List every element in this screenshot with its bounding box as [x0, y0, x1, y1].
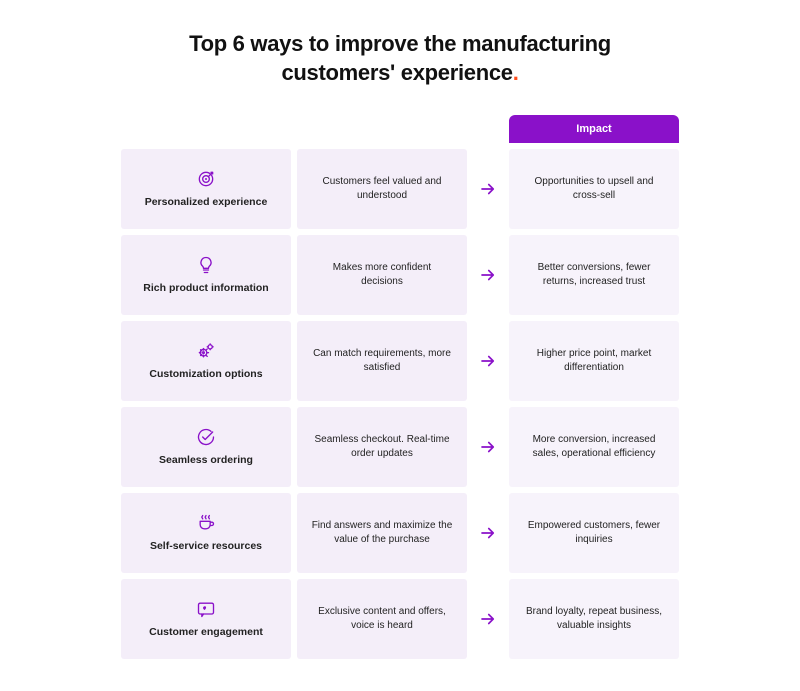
- title-line2: customers' experience: [281, 60, 512, 85]
- arrow-icon: [473, 579, 503, 659]
- arrow-icon: [473, 493, 503, 573]
- way-title-cell: Seamless ordering: [121, 407, 291, 487]
- infographic-container: Top 6 ways to improve the manufacturing …: [0, 0, 800, 679]
- benefit-text: Makes more confident decisions: [311, 261, 453, 289]
- benefit-cell: Makes more confident decisions: [297, 235, 467, 315]
- impact-text: Brand loyalty, repeat business, valuable…: [523, 605, 665, 633]
- gears-icon: [196, 341, 216, 361]
- benefit-text: Customers feel valued and understood: [311, 175, 453, 203]
- benefit-cell: Customers feel valued and understood: [297, 149, 467, 229]
- way-title-cell: Self-service resources: [121, 493, 291, 573]
- arrow-icon: [473, 407, 503, 487]
- bulb-icon: [196, 255, 216, 275]
- way-title-cell: Customer engagement: [121, 579, 291, 659]
- way-label: Rich product information: [143, 281, 268, 296]
- benefit-text: Find answers and maximize the value of t…: [311, 519, 453, 547]
- way-title-cell: Customization options: [121, 321, 291, 401]
- check-circle-icon: [196, 427, 216, 447]
- benefit-text: Can match requirements, more satisfied: [311, 347, 453, 375]
- impact-cell: Opportunities to upsell and cross-sell: [509, 149, 679, 229]
- arrow-icon: [473, 149, 503, 229]
- chat-icon: [196, 599, 216, 619]
- header-spacer: [473, 115, 503, 143]
- impact-cell: Brand loyalty, repeat business, valuable…: [509, 579, 679, 659]
- way-label: Customer engagement: [149, 625, 263, 640]
- benefit-cell: Seamless checkout. Real-time order updat…: [297, 407, 467, 487]
- benefit-cell: Exclusive content and offers, voice is h…: [297, 579, 467, 659]
- impact-text: Better conversions, fewer returns, incre…: [523, 261, 665, 289]
- impact-text: Empowered customers, fewer inquiries: [523, 519, 665, 547]
- coffee-icon: [196, 513, 216, 533]
- way-title-cell: Rich product information: [121, 235, 291, 315]
- impact-header: Impact: [509, 115, 679, 143]
- way-label: Personalized experience: [145, 195, 268, 210]
- way-label: Seamless ordering: [159, 453, 253, 468]
- impact-cell: Empowered customers, fewer inquiries: [509, 493, 679, 573]
- benefit-text: Exclusive content and offers, voice is h…: [311, 605, 453, 633]
- target-icon: [196, 169, 216, 189]
- arrow-icon: [473, 321, 503, 401]
- title-dot: .: [513, 60, 519, 85]
- impact-cell: Higher price point, market differentiati…: [509, 321, 679, 401]
- title-line1: Top 6 ways to improve the manufacturing: [189, 31, 611, 56]
- benefit-text: Seamless checkout. Real-time order updat…: [311, 433, 453, 461]
- impact-text: Opportunities to upsell and cross-sell: [523, 175, 665, 203]
- impact-cell: Better conversions, fewer returns, incre…: [509, 235, 679, 315]
- benefit-cell: Find answers and maximize the value of t…: [297, 493, 467, 573]
- way-label: Self-service resources: [150, 539, 262, 554]
- arrow-icon: [473, 235, 503, 315]
- way-label: Customization options: [149, 367, 262, 382]
- header-spacer: [121, 115, 291, 143]
- content-grid: Impact Personalized experience Customers …: [50, 115, 750, 659]
- impact-cell: More conversion, increased sales, operat…: [509, 407, 679, 487]
- page-title: Top 6 ways to improve the manufacturing …: [50, 30, 750, 87]
- header-spacer: [297, 115, 467, 143]
- benefit-cell: Can match requirements, more satisfied: [297, 321, 467, 401]
- way-title-cell: Personalized experience: [121, 149, 291, 229]
- impact-text: More conversion, increased sales, operat…: [523, 433, 665, 461]
- impact-text: Higher price point, market differentiati…: [523, 347, 665, 375]
